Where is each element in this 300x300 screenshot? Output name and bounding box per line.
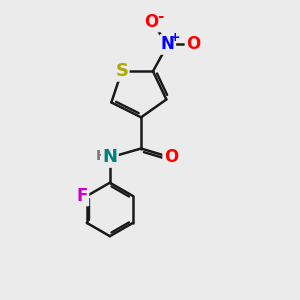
Text: +: + [170,32,181,44]
Text: S: S [115,62,128,80]
Text: N: N [102,148,117,166]
Text: O: O [186,35,200,53]
Text: -: - [157,9,164,24]
Text: O: O [144,13,159,31]
Text: H: H [96,149,107,163]
Text: O: O [164,148,178,166]
Text: N: N [161,35,175,53]
Text: F: F [76,187,88,205]
